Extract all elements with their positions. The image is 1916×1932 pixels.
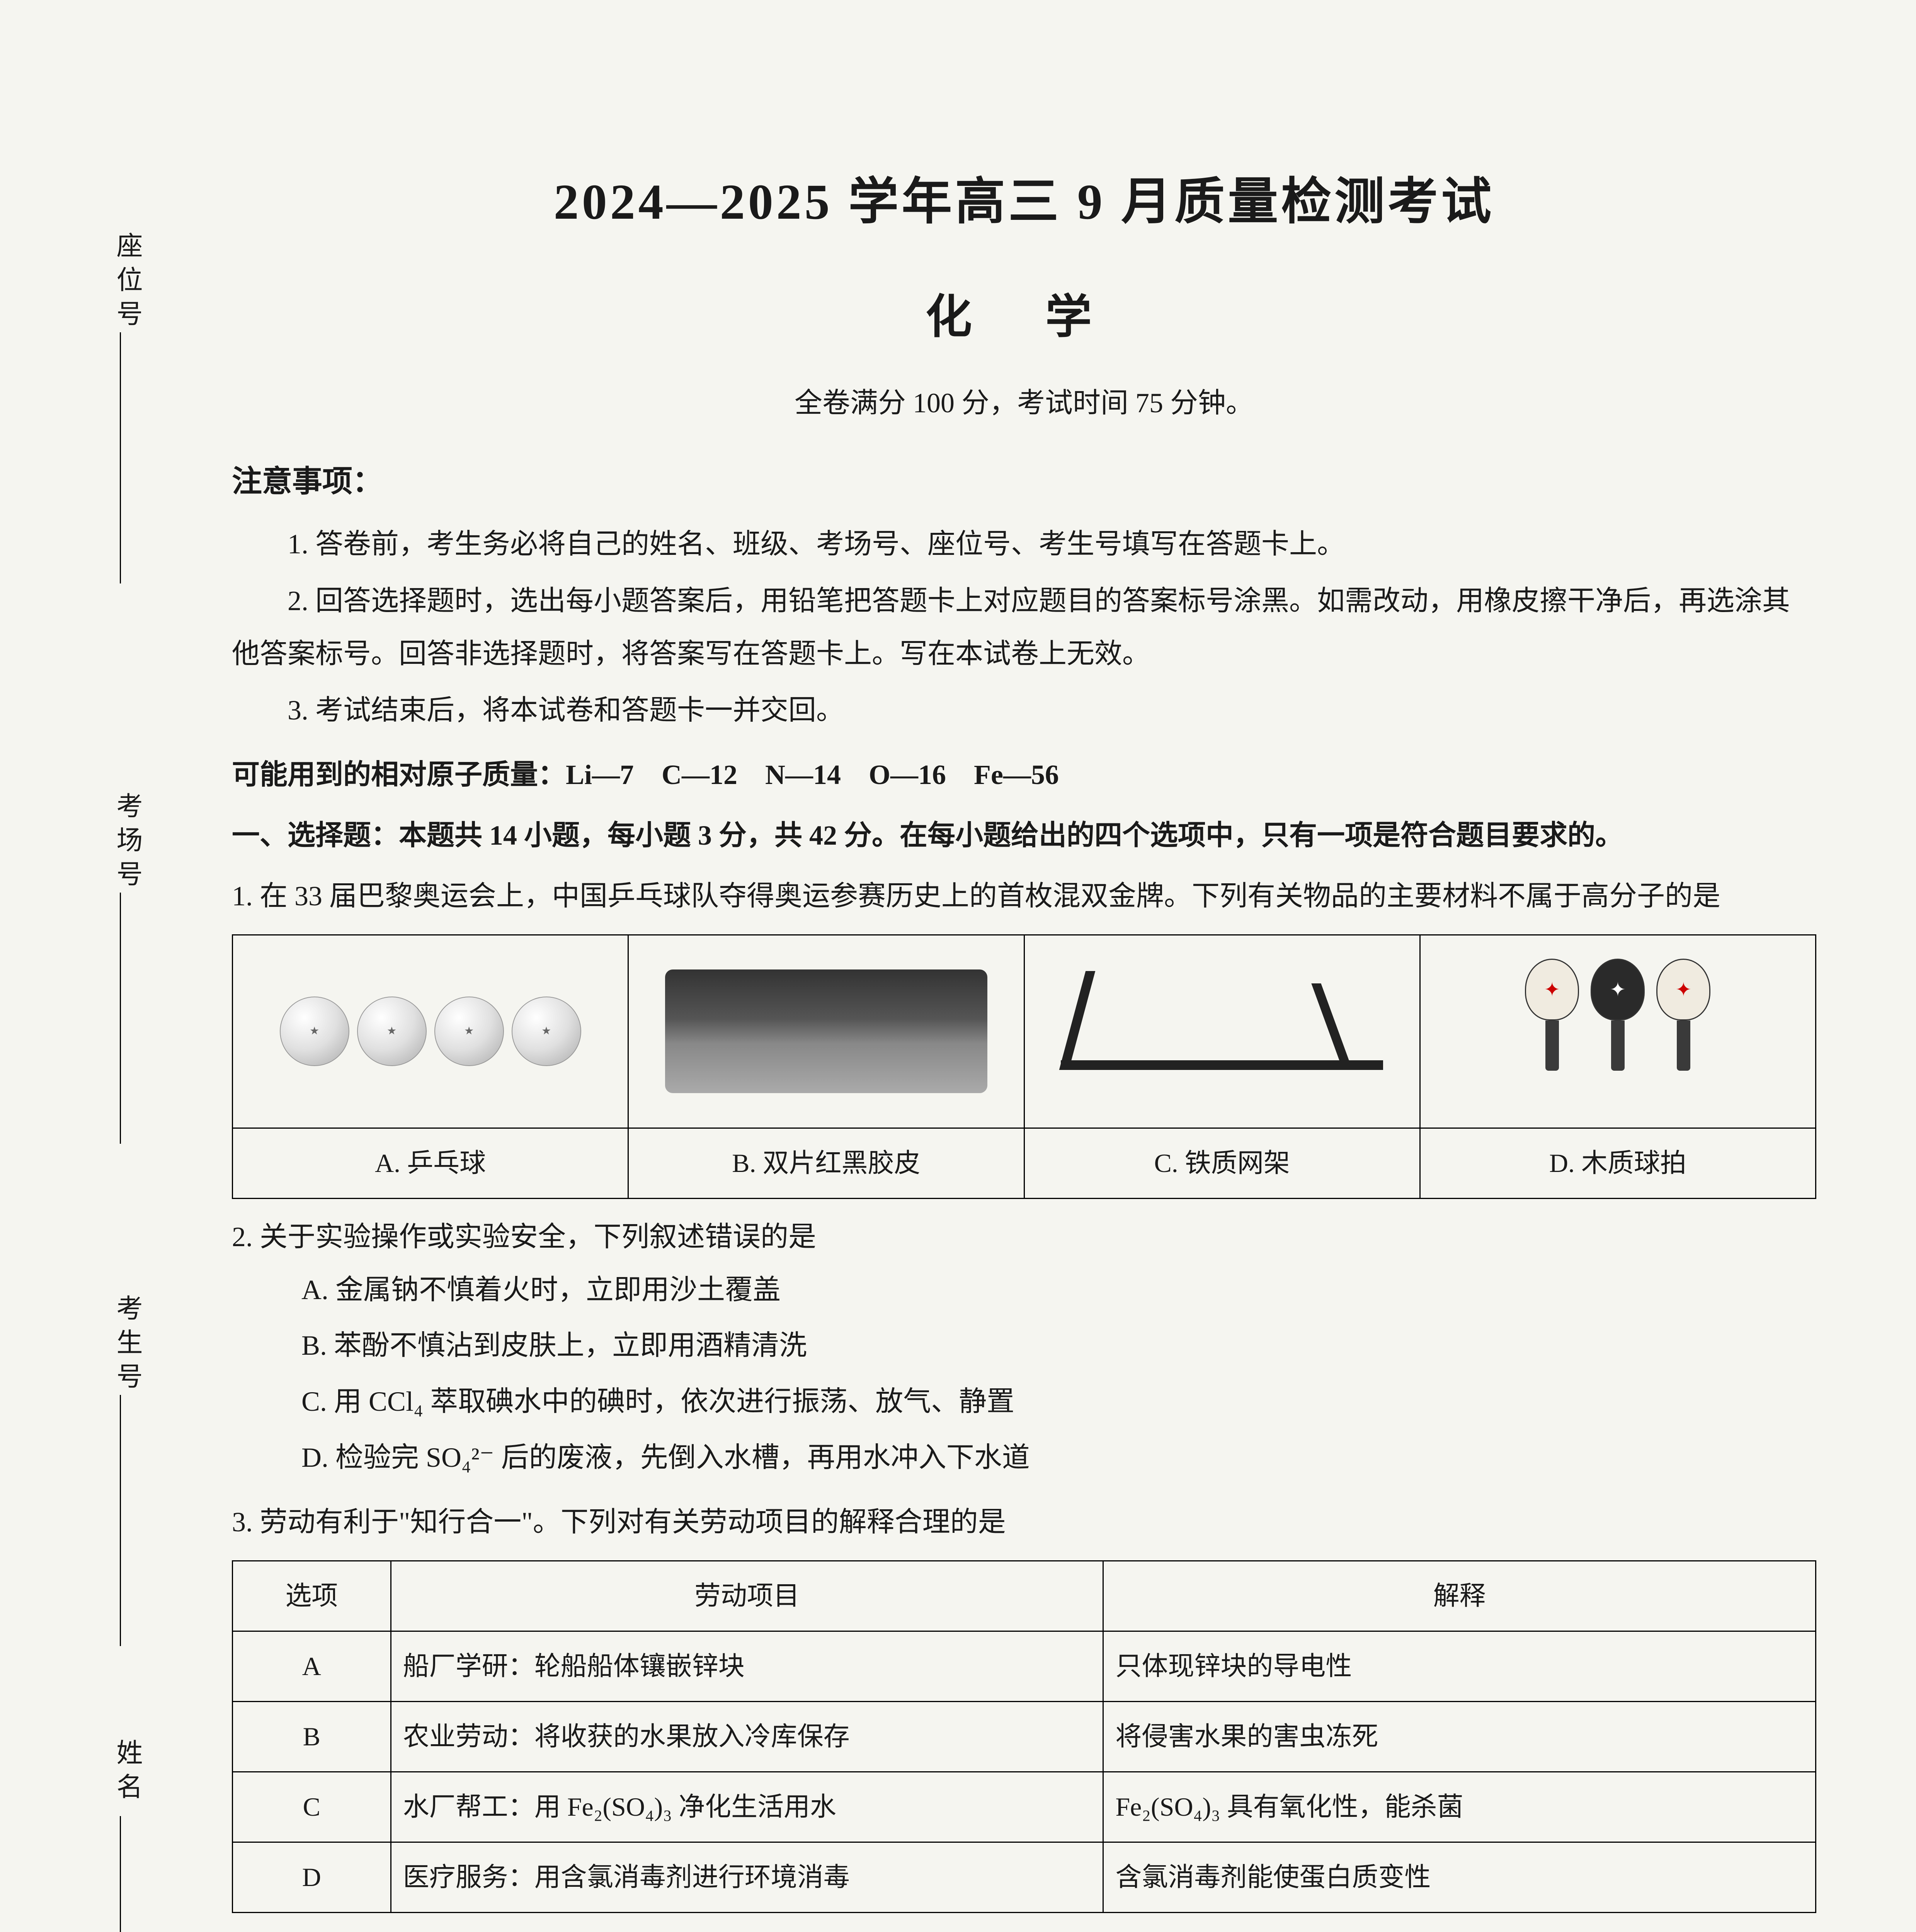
- q3-r2c1: 水厂帮工：用 Fe₂(SO₄)₃ 净化生活用水: [391, 1772, 1103, 1842]
- page-content: 2024—2025 学年高三 9 月质量检测考试 化 学 全卷满分 100 分，…: [232, 155, 1816, 1932]
- ball-icon: ★: [434, 997, 504, 1066]
- name-line: [120, 1816, 121, 1932]
- q3-r0c2: 只体现锌块的导电性: [1103, 1631, 1816, 1701]
- notice-heading: 注意事项：: [232, 453, 1816, 510]
- net-bar-icon: [1311, 983, 1353, 1070]
- q3-table: 选项 劳动项目 解释 A 船厂学研：轮船船体镶嵌锌块 只体现锌块的导电性 B 农…: [232, 1560, 1816, 1913]
- q1-cap-b: B. 双片红黑胶皮: [628, 1128, 1024, 1198]
- question-4: 4. Sn(CH₂CH₂CN)₄ 不溶于水、易溶于有机溶剂，实验室以 CH₂＝C…: [232, 1925, 1816, 1932]
- q2-opt-b: B. 苯酚不慎沾到皮肤上，立即用酒精清洗: [232, 1319, 1816, 1372]
- q1-cap-d: D. 木质球拍: [1420, 1128, 1816, 1198]
- notice-1: 1. 答卷前，考生务必将自己的姓名、班级、考场号、座位号、考生号填写在答题卡上。: [232, 518, 1816, 571]
- question-2: 2. 关于实验操作或实验安全，下列叙述错误的是 A. 金属钠不慎着火时，立即用沙…: [232, 1211, 1816, 1484]
- paddle-set-icon: ✦ ✦ ✦: [1428, 943, 1807, 1120]
- paddle-icon: ✦: [1656, 959, 1710, 1071]
- student-line: [120, 1395, 121, 1646]
- notice-3: 3. 考试结束后，将本试卷和答题卡一并交回。: [232, 684, 1816, 737]
- q1-img-a: ★ ★ ★ ★: [233, 935, 628, 1128]
- q3-h0: 选项: [233, 1561, 391, 1631]
- q2-opt-a: A. 金属钠不慎着火时，立即用沙土覆盖: [232, 1264, 1816, 1316]
- ball-icon: ★: [357, 997, 427, 1066]
- q1-img-b: [628, 935, 1024, 1128]
- table-row: C 水厂帮工：用 Fe₂(SO₄)₃ 净化生活用水 Fe₂(SO₄)₃ 具有氧化…: [233, 1772, 1816, 1842]
- q2-opt-d: D. 检验完 SO₄²⁻ 后的废液，先倒入水槽，再用水冲入下水道: [232, 1431, 1816, 1484]
- question-3: 3. 劳动有利于"知行合一"。下列对有关劳动项目的解释合理的是 选项 劳动项目 …: [232, 1496, 1816, 1913]
- table-row: D 医疗服务：用含氯消毒剂进行环境消毒 含氯消毒剂能使蛋白质变性: [233, 1842, 1816, 1913]
- student-label: 考生号: [108, 1294, 146, 1396]
- subject-title: 化 学: [232, 273, 1816, 361]
- q2-text: 2. 关于实验操作或实验安全，下列叙述错误的是: [232, 1211, 1816, 1264]
- q3-r2c2: Fe₂(SO₄)₃ 具有氧化性，能杀菌: [1103, 1772, 1816, 1842]
- table-row: B 农业劳动：将收获的水果放入冷库保存 将侵害水果的害虫冻死: [233, 1701, 1816, 1772]
- q1-image-table: ★ ★ ★ ★ ✦ ✦: [232, 934, 1816, 1199]
- notice-2: 2. 回答选择题时，选出每小题答案后，用铅笔把答题卡上对应题目的答案标号涂黑。如…: [232, 575, 1816, 680]
- room-label: 考场号: [108, 792, 146, 894]
- q3-h1: 劳动项目: [391, 1561, 1103, 1631]
- seat-label: 座位号: [108, 232, 146, 334]
- exam-info: 全卷满分 100 分，考试时间 75 分钟。: [232, 377, 1816, 430]
- question-1: 1. 在 33 届巴黎奥运会上，中国乒乓球队夺得奥运参赛历史上的首枚混双金牌。下…: [232, 870, 1816, 1199]
- q1-img-c: [1024, 935, 1420, 1128]
- q4-text: 4. Sn(CH₂CH₂CN)₄ 不溶于水、易溶于有机溶剂，实验室以 CH₂＝C…: [232, 1925, 1816, 1932]
- paddle-icon: ✦: [1525, 959, 1579, 1071]
- q3-r3c0: D: [233, 1842, 391, 1913]
- q3-r1c0: B: [233, 1701, 391, 1772]
- q1-img-d: ✦ ✦ ✦: [1420, 935, 1816, 1128]
- section-1-text: 一、选择题：本题共 14 小题，每小题 3 分，共 42 分。在每小题给出的四个…: [232, 820, 1623, 851]
- atomic-mass: 可能用到的相对原子质量：Li—7 C—12 N—14 O—16 Fe—56: [232, 748, 1816, 801]
- q1-text: 1. 在 33 届巴黎奥运会上，中国乒乓球队夺得奥运参赛历史上的首枚混双金牌。下…: [232, 870, 1816, 923]
- q3-r0c1: 船厂学研：轮船船体镶嵌锌块: [391, 1631, 1103, 1701]
- pingpong-balls-icon: ★ ★ ★ ★: [241, 943, 620, 1120]
- q3-r1c2: 将侵害水果的害虫冻死: [1103, 1701, 1816, 1772]
- paddle-icon: ✦: [1591, 959, 1645, 1071]
- seat-line: [120, 332, 121, 583]
- q3-r2c0: C: [233, 1772, 391, 1842]
- section-1-header: 一、选择题：本题共 14 小题，每小题 3 分，共 42 分。在每小题给出的四个…: [232, 809, 1816, 862]
- q1-cap-c: C. 铁质网架: [1024, 1128, 1420, 1198]
- q3-r3c1: 医疗服务：用含氯消毒剂进行环境消毒: [391, 1842, 1103, 1913]
- table-row: A 船厂学研：轮船船体镶嵌锌块 只体现锌块的导电性: [233, 1631, 1816, 1701]
- name-label: 姓名: [108, 1739, 146, 1807]
- ball-icon: ★: [280, 997, 349, 1066]
- q3-h2: 解释: [1103, 1561, 1816, 1631]
- room-line: [120, 893, 121, 1144]
- q3-r0c0: A: [233, 1631, 391, 1701]
- q2-opt-c: C. 用 CCl₄ 萃取碘水中的碘时，依次进行振荡、放气、静置: [232, 1375, 1816, 1428]
- q3-text: 3. 劳动有利于"知行合一"。下列对有关劳动项目的解释合理的是: [232, 1496, 1816, 1549]
- net-rack-icon: [1061, 969, 1383, 1093]
- exam-title: 2024—2025 学年高三 9 月质量检测考试: [232, 155, 1816, 250]
- q1-cap-a: A. 乒乓球: [233, 1128, 628, 1198]
- q3-r1c1: 农业劳动：将收获的水果放入冷库保存: [391, 1701, 1103, 1772]
- q3-r3c2: 含氯消毒剂能使蛋白质变性: [1103, 1842, 1816, 1913]
- ball-icon: ★: [512, 997, 581, 1066]
- rubber-sheet-icon: [665, 969, 987, 1093]
